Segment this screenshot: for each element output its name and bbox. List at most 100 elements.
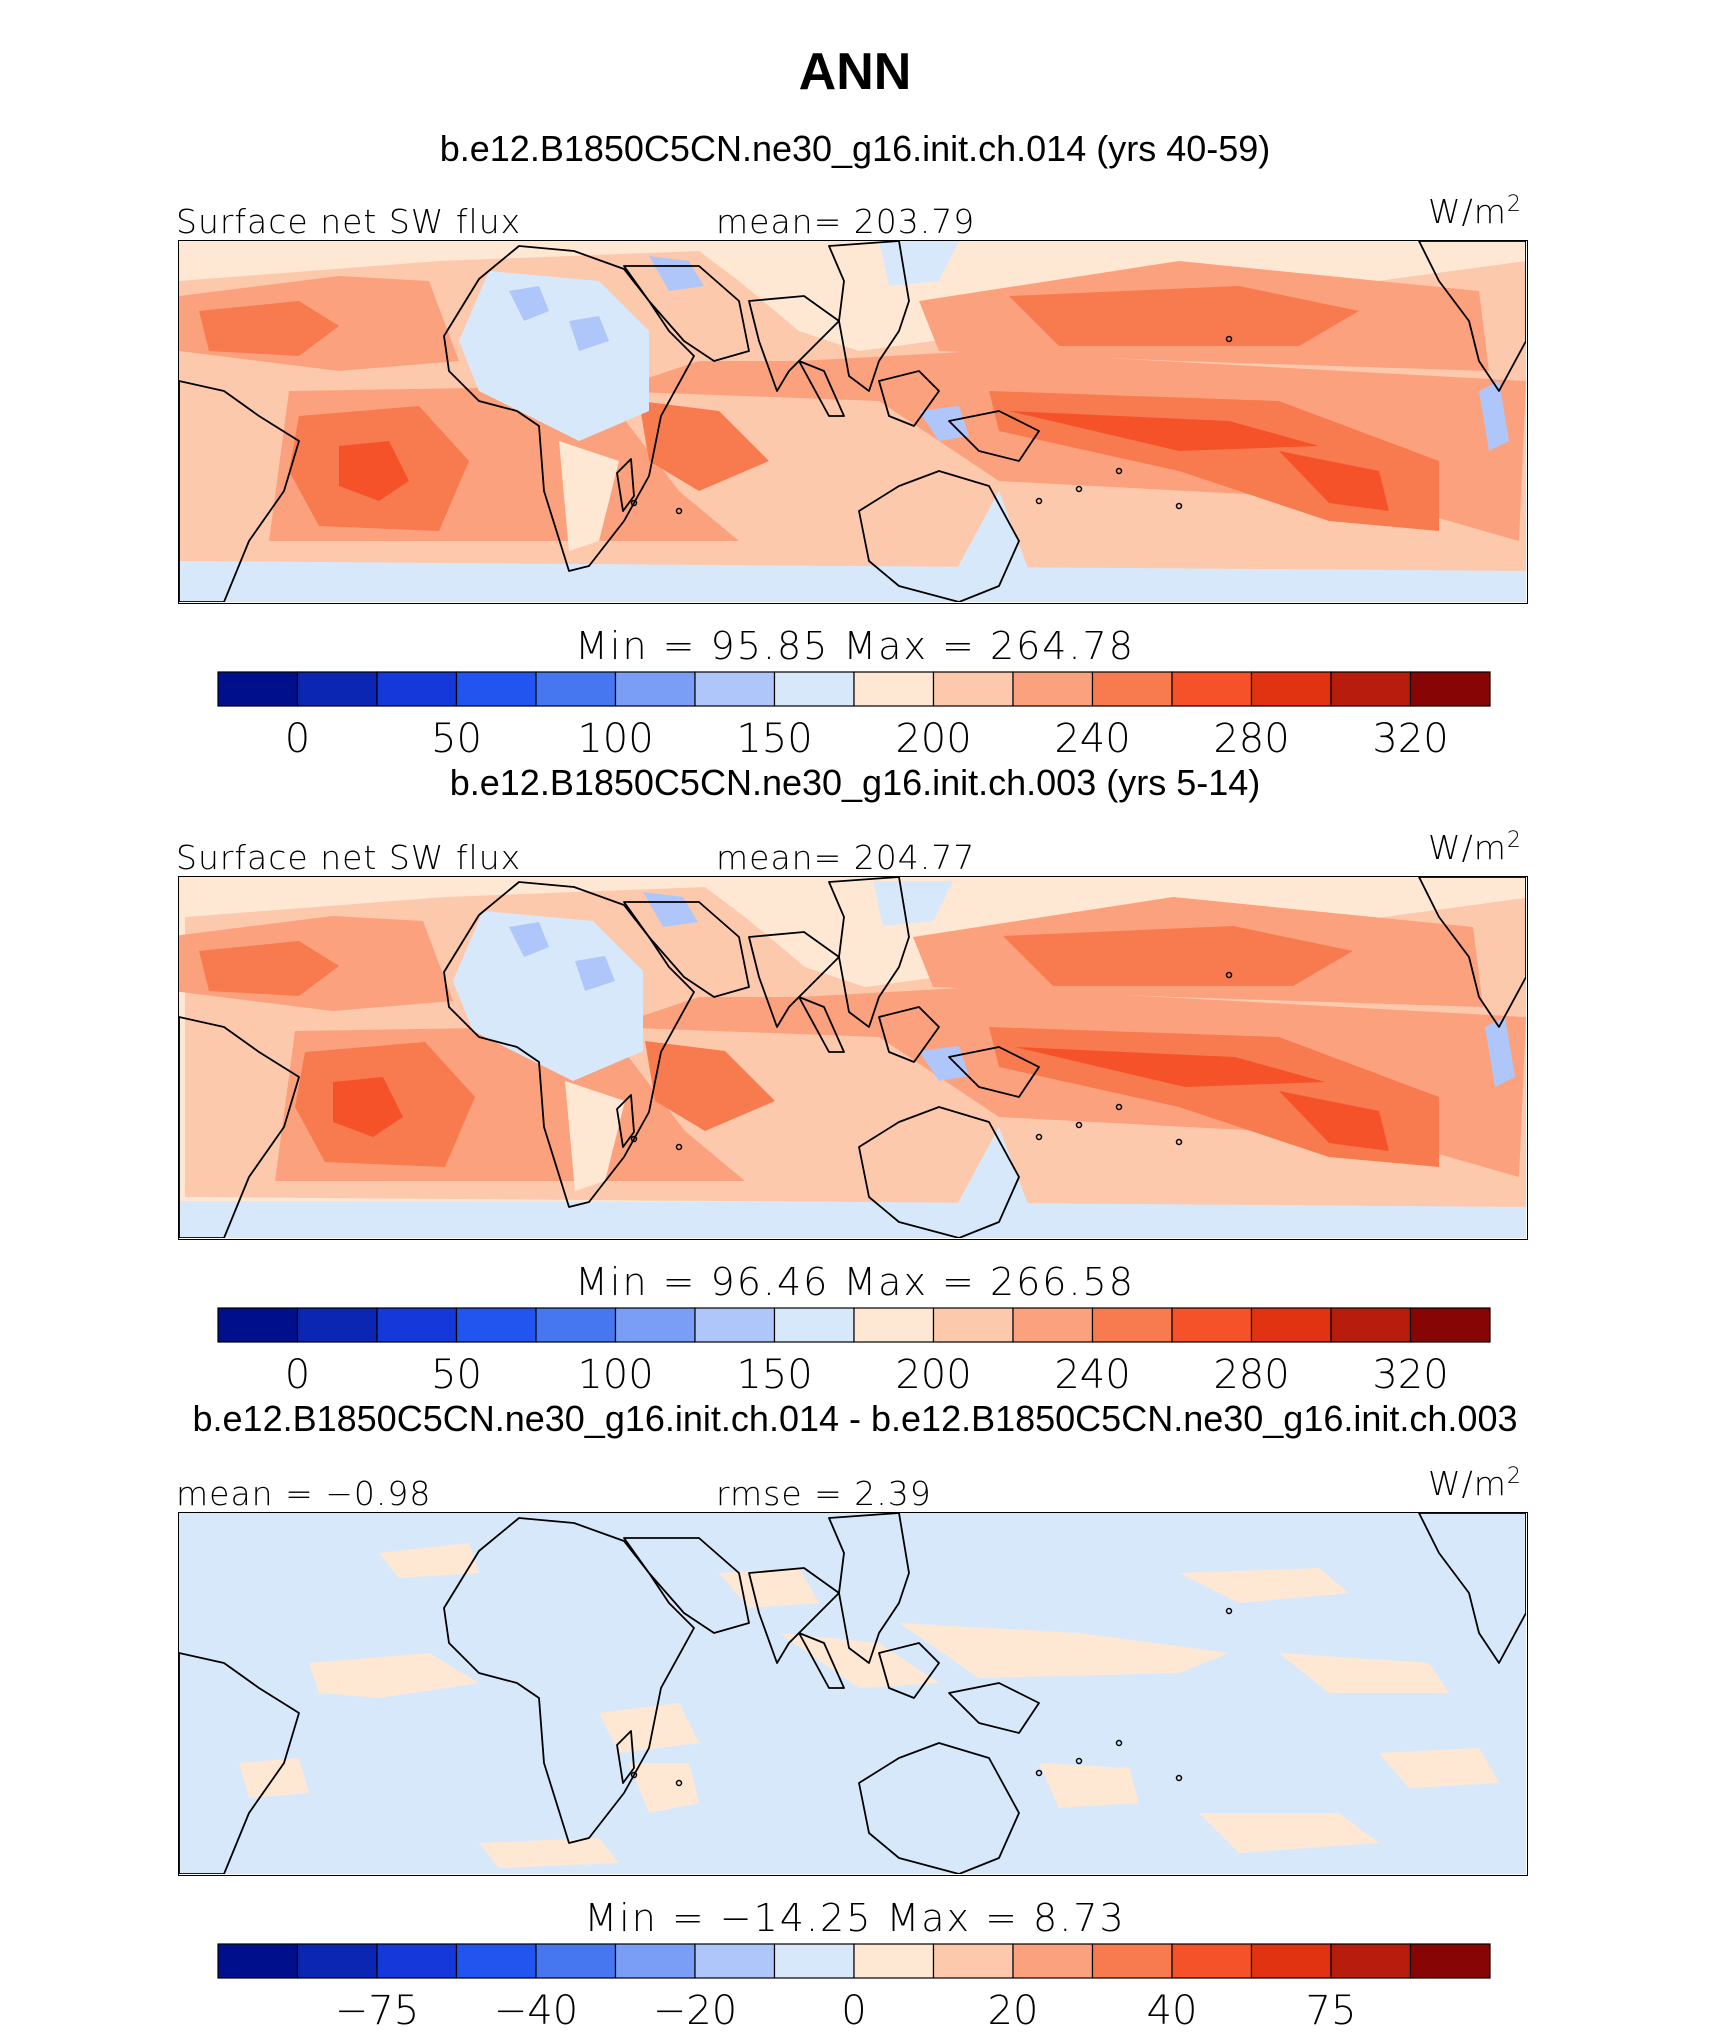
- coastline-namerica: [1418, 241, 1526, 392]
- coastline-guinea: [948, 1046, 1040, 1098]
- colorbar-box: [1250, 1943, 1332, 1979]
- field-contour: [479, 1838, 619, 1868]
- colorbar-tick-label: −40: [494, 1988, 578, 2034]
- coastline-seasia: [828, 241, 910, 392]
- coastline-sumatra: [798, 360, 845, 417]
- field-contour: [1279, 1653, 1449, 1693]
- panel-2-units: W/m2: [1428, 828, 1522, 867]
- coastline-australia: [858, 1106, 1020, 1238]
- panel-3-minmax: Min = −14.25 Max = 8.73: [584, 1896, 1126, 1940]
- colorbar-box: [773, 671, 855, 707]
- panel-2-map: [178, 876, 1528, 1240]
- field-contour: [629, 1763, 699, 1813]
- panel-1-variable-label: Surface net SW flux: [176, 202, 522, 241]
- coastline-samerica: [179, 1016, 300, 1238]
- colorbar-tick-label: 280: [1213, 1352, 1289, 1398]
- colorbar-box: [1409, 1307, 1491, 1343]
- colorbar-box: [1171, 1943, 1253, 1979]
- colorbar-box: [535, 1307, 617, 1343]
- field-contour: [565, 1081, 625, 1191]
- island: [1175, 1774, 1183, 1782]
- coastline-madagascar: [616, 1094, 635, 1148]
- field-contour: [199, 301, 339, 356]
- coastline-india: [748, 1567, 840, 1664]
- coastline-seasia: [828, 877, 910, 1028]
- colorbar-tick-label: −75: [335, 1988, 419, 2034]
- field-contours: [179, 1513, 1526, 1874]
- field-contour: [879, 241, 959, 286]
- field-contour: [179, 561, 1526, 602]
- field-contour: [459, 271, 649, 441]
- panel-3-field-svg: [179, 1513, 1526, 1874]
- coastline-australia: [858, 1742, 1020, 1874]
- colorbar-tick-label: 75: [1306, 1988, 1357, 2034]
- coastline-madagascar: [616, 458, 635, 512]
- field-contour: [1485, 1017, 1515, 1087]
- colorbar-box: [614, 671, 696, 707]
- field-contour: [1179, 1568, 1349, 1603]
- panel-1-mean-label: mean= 203.79: [716, 202, 976, 241]
- field-contour: [873, 881, 953, 926]
- colorbar-boxes: [217, 1307, 1491, 1343]
- colorbar-box: [932, 1943, 1014, 1979]
- colorbar-tick-label: 320: [1372, 716, 1448, 762]
- colorbar-box: [376, 671, 458, 707]
- coastline-seasia: [828, 1513, 910, 1664]
- field-contour: [1379, 1748, 1499, 1788]
- field-contour: [1003, 926, 1353, 986]
- colorbar-box: [1409, 1943, 1491, 1979]
- colorbar-box: [455, 1943, 537, 1979]
- colorbar-box: [217, 1307, 299, 1343]
- colorbar-box: [1091, 1307, 1173, 1343]
- coastline-samerica: [179, 1652, 300, 1874]
- colorbar-box: [1330, 1307, 1412, 1343]
- island: [630, 1135, 638, 1143]
- coastlines: [179, 241, 1526, 602]
- colorbar-tick-label: 240: [1054, 716, 1130, 762]
- colorbar-box: [773, 1307, 855, 1343]
- colorbar-tick-label: −20: [653, 1988, 737, 2034]
- colorbar-box: [1012, 1307, 1094, 1343]
- coastline-borneo: [878, 370, 940, 427]
- island: [675, 507, 683, 515]
- field-contour: [1279, 451, 1389, 511]
- colorbar-box: [932, 1307, 1014, 1343]
- panel-1-title: b.e12.B1850C5CN.ne30_g16.init.ch.014 (yr…: [439, 128, 1271, 169]
- coastline-africa: [443, 1517, 695, 1844]
- colorbar-tick-label: 200: [895, 1352, 971, 1398]
- colorbar-tick-label: 150: [736, 1352, 812, 1398]
- panel-2-colorbar-svg: 0 50 100 150 200 240 280 320: [217, 1307, 1491, 1398]
- coastline-samerica: [179, 380, 300, 602]
- coastline-australia: [858, 470, 1020, 602]
- colorbar-box: [1091, 671, 1173, 707]
- colorbar-box: [376, 1307, 458, 1343]
- field-contour: [639, 401, 769, 491]
- colorbar-tick-label: 50: [431, 716, 482, 762]
- coastline-guinea: [948, 410, 1040, 462]
- colorbar-boxes: [217, 1943, 1491, 1979]
- coastlines: [179, 1513, 1526, 1874]
- field-contour: [1199, 1813, 1379, 1853]
- coastline-arabia: [623, 901, 750, 998]
- panel-3-colorbar: −75 −40 −20 0 20 40 75: [217, 1943, 1491, 2034]
- field-contour: [575, 956, 615, 991]
- island: [1175, 1138, 1183, 1146]
- colorbar-tick-label: 0: [841, 1988, 866, 2034]
- colorbar-tick-label: 200: [895, 716, 971, 762]
- island: [1075, 485, 1083, 493]
- island: [1225, 1607, 1233, 1615]
- colorbar-box: [1250, 671, 1332, 707]
- field-contours: [179, 241, 1526, 602]
- island: [1115, 467, 1123, 475]
- colorbar-box: [1250, 1307, 1332, 1343]
- field-contour: [179, 1513, 1526, 1874]
- field-contour: [509, 922, 549, 957]
- colorbar-tick-label: 40: [1147, 1988, 1198, 2034]
- colorbar-box: [455, 1307, 537, 1343]
- colorbar-ticks: −75 −40 −20 0 20 40 75: [335, 1988, 1357, 2034]
- island: [630, 499, 638, 507]
- coastline-borneo: [878, 1642, 940, 1699]
- island: [630, 1771, 638, 1779]
- coastline-guinea: [948, 1682, 1040, 1734]
- island: [1035, 1133, 1043, 1141]
